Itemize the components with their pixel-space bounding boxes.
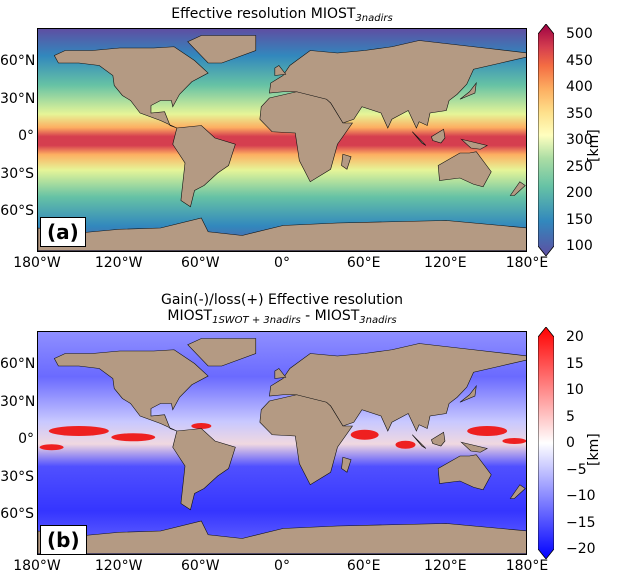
landmass (412, 434, 427, 449)
colorbar-tick-label: 10 (566, 382, 584, 398)
gain-loss-patch (350, 429, 379, 440)
panel-a-lon-label: 60°E (346, 255, 381, 271)
panel-b-map (37, 331, 527, 555)
landmass (274, 368, 287, 379)
colorbar-tick-label: 0 (566, 435, 575, 451)
panel-a-lat-label: 30°N (0, 90, 36, 107)
landmass (38, 217, 526, 251)
colorbar-tick-label: 450 (566, 52, 593, 69)
panel-b-lat-label: 30°S (0, 468, 34, 485)
colorbar-tick-label: −5 (566, 461, 587, 478)
colorbar-tick-label: 350 (566, 105, 593, 122)
panel-a-lat-label: 30°S (0, 165, 34, 182)
panel-b-lat-label: 60°N (0, 356, 36, 372)
panel-b-lat-label: 60°S (0, 506, 34, 522)
panel-b-lon-label: 120°E (424, 558, 467, 574)
landmass (38, 520, 526, 554)
landmass (172, 125, 236, 208)
colorbar-tick-label: 500 (566, 26, 593, 42)
panel-a-lat-label: 60°S (0, 203, 34, 219)
colorbar-tick-label: 15 (566, 355, 584, 372)
landmass (509, 181, 526, 196)
landmass (437, 151, 492, 188)
landmass (341, 153, 352, 170)
gain-loss-patch (467, 426, 508, 436)
panel-b-label: (b) (40, 525, 87, 555)
panel-b-lat-label: 0° (18, 431, 34, 447)
landmass (459, 384, 477, 403)
gain-loss-patch (111, 433, 156, 442)
panel-b-lon-label: 180°E (505, 558, 549, 574)
panel-a-lat-label: 60°N (0, 53, 36, 69)
colorbar-tick-label: 150 (566, 211, 593, 228)
panel-a-lon-label: 120°E (424, 255, 467, 271)
landmass (460, 441, 488, 453)
panel-a-colorbar (538, 24, 554, 256)
landmass (460, 138, 488, 150)
panel-a-map (37, 28, 527, 252)
gain-loss-patch (395, 440, 416, 449)
landmass (187, 338, 257, 367)
landmass (259, 91, 353, 183)
panel-b-lon-label: 60°E (346, 558, 381, 574)
panel-b-colorbar-unit: [km] (586, 433, 602, 466)
panel-b-title-line2: MIOST1SWOT + 3nadirs - MIOST3nadirs (167, 308, 397, 326)
colorbar-tick-label: 100 (566, 238, 593, 254)
colorbar-tick-label: 400 (566, 79, 593, 95)
panel-a-title: Effective resolution MIOST3nadirs (171, 6, 393, 24)
panel-b-lat-label: 30°N (0, 393, 36, 410)
landmass (437, 454, 492, 491)
panel-a-lon-label: 180°W (13, 255, 61, 271)
panel-a-label: (a) (40, 217, 86, 247)
colorbar-tick-label: −20 (566, 541, 596, 557)
colorbar-tick-label: 250 (566, 158, 593, 175)
gain-loss-patch (39, 444, 64, 451)
gain-loss-patch (191, 423, 212, 429)
panel-a-colorbar-unit: [km] (586, 129, 602, 162)
panel-b-title-line1: Gain(-)/loss(+) Effective resolution (160, 292, 404, 308)
colorbar-tick-label: −15 (566, 514, 596, 531)
panel-b-lon-label: 60°W (180, 558, 220, 574)
colorbar-tick-label: 200 (566, 185, 593, 201)
panel-a-lon-label: 120°W (94, 255, 143, 271)
colorbar-tick-label: 300 (566, 132, 593, 148)
landmass (259, 394, 353, 486)
colorbar-tick-label: −10 (566, 488, 596, 504)
panel-a-lon-label: 180°E (505, 255, 549, 271)
landmass (172, 428, 236, 511)
panel-a-lon-label: 0° (274, 255, 290, 271)
landmass (412, 131, 427, 146)
landmass (274, 65, 287, 76)
landmass (53, 46, 209, 129)
gain-loss-patch (48, 426, 109, 436)
landmass (509, 484, 526, 499)
landmass (341, 456, 352, 473)
landmass (459, 81, 477, 100)
gain-loss-patch (502, 438, 526, 444)
panel-a-lat-label: 0° (18, 128, 34, 144)
colorbar-tick-label: 5 (566, 408, 575, 425)
landmass (187, 35, 257, 64)
panel-b-lon-label: 180°W (13, 558, 61, 574)
panel-b-lon-label: 0° (274, 558, 290, 574)
panel-b-colorbar (538, 327, 554, 559)
colorbar-tick-label: 20 (566, 329, 584, 345)
panel-b-lon-label: 120°W (94, 558, 143, 574)
landmass (430, 431, 446, 447)
panel-a-lon-label: 60°W (180, 255, 220, 271)
landmass (430, 128, 446, 144)
landmass (53, 349, 209, 432)
